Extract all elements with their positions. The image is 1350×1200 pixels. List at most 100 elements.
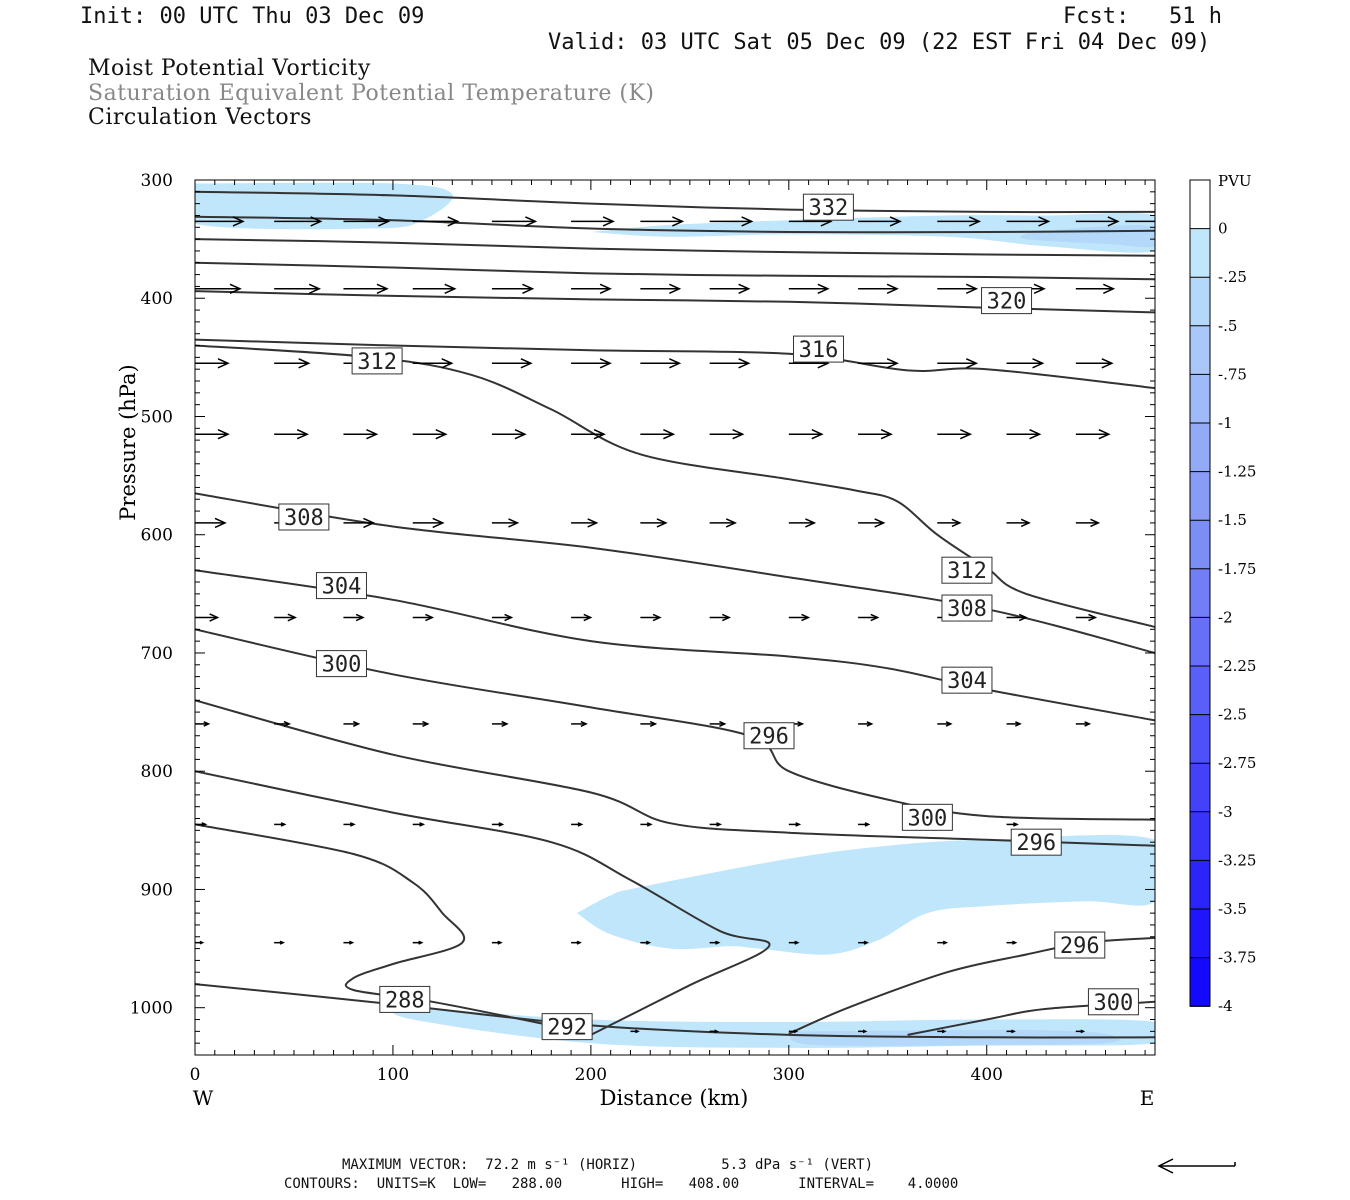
vector-arrowhead [863,940,869,945]
vector-arrowhead [441,358,454,369]
vector-arrowhead [738,358,751,369]
vector-arrowhead [951,518,962,528]
colorbar-segment [1190,957,1210,1007]
vector-arrowhead [525,216,538,227]
theta-es-contour-332 [195,190,1155,214]
contour-label-box [315,650,367,678]
vector-arrowhead [287,613,298,622]
vector-arrowhead [714,1029,719,1034]
vector-arrowhead [732,429,745,440]
vector-arrowhead [741,216,754,227]
contour-info: CONTOURS: UNITS=K LOW= 288.00 HIGH= 408.… [284,1176,959,1192]
vector-arrowhead [864,822,871,827]
vector-arrowhead [203,721,211,727]
y-tick-label: 900 [141,880,173,900]
vector-arrowhead [1011,1029,1016,1034]
title-moist-pv: Moist Potential Vorticity [88,56,371,81]
vector-arrowhead [870,613,880,622]
vector-arrowhead [378,216,391,227]
vector-arrowhead [355,613,365,622]
contour-label: 316 [799,338,839,363]
y-tick-label: 1000 [130,999,173,1019]
vector-arrowhead [209,613,220,622]
vector-arrowhead [280,822,287,827]
vector-arrowhead [663,429,676,440]
vector-arrowhead [889,216,902,227]
vector-arrowhead [599,283,612,294]
contour-label: 300 [322,653,362,678]
vector-arrowhead [419,822,426,827]
vector-arrowhead [656,518,668,528]
vector-arrowhead [1098,429,1111,440]
colorbar-level-label: -1.75 [1218,560,1256,578]
vector-arrowhead [587,518,599,528]
init-time: Init: 00 UTC Thu 03 Dec 09 [80,4,425,29]
vector-arrowhead [576,940,582,945]
vector-arrowhead [352,720,361,727]
vector-arrowhead [279,940,286,945]
vector-arrowhead [719,720,727,727]
contour-label-box [743,722,795,750]
contour-label: 308 [947,597,987,622]
vector-arrowhead [283,720,292,727]
colorbar-segment [1190,228,1210,278]
vector-arrowhead [1157,217,1167,226]
vector-arrowhead [199,940,205,945]
colorbar-segment [1190,374,1210,424]
colorbar-segment [1190,471,1210,521]
vector-arrowhead [1080,1029,1086,1034]
theta-es-contour-324 [195,238,1155,257]
colorbar-level-label: -2.5 [1218,706,1247,724]
colorbar-level-label: 0 [1218,220,1228,238]
vector-arrowhead [886,358,899,369]
vector-arrowhead [366,429,379,440]
vector-arrowhead [422,720,430,727]
vector-arrowhead [229,283,242,294]
vector-arrowhead [1012,940,1018,945]
vector-arrowhead [214,517,227,529]
x-tick-label: 300 [773,1065,805,1085]
contour-label-box [901,803,953,831]
y-tick-label: 600 [141,526,173,546]
vector-arrowhead [722,613,731,622]
y-tick-label: 500 [141,407,173,427]
contour-label: 308 [284,506,324,531]
vector-arrowhead [959,429,973,440]
forecast-hour: Fcst: 51 h [1063,4,1222,29]
contour-label-box [541,1013,593,1041]
vector-arrowhead [501,720,509,727]
contour-label: 304 [322,575,362,600]
contour-label-box [941,556,993,584]
vector-arrowhead [1032,358,1045,369]
vector-arrowhead [599,358,612,369]
contour-label: 300 [907,806,947,831]
y-axis-label: Pressure (hPa) [116,364,140,520]
vector-arrowhead [652,613,662,622]
colorbar-segment [1190,714,1210,764]
vector-arrowhead [1015,721,1022,727]
vector-arrowhead [874,518,886,528]
vector-arrowhead [504,613,514,622]
colorbar-level-label: -1.25 [1218,463,1256,481]
vector-arrowhead [715,940,721,945]
theta-es-contour-296 [195,699,1155,847]
vector-arrowhead [1020,518,1031,528]
x-tick-label: 200 [575,1065,607,1085]
vector-arrowhead [522,283,535,294]
theta-es-contour-328 [195,215,1155,234]
colorbar-level-label: -.25 [1218,268,1247,286]
x-tick-label: 400 [971,1065,1003,1085]
vector-arrowhead [363,517,376,529]
vector-arrowhead [444,283,457,294]
colorbar-level-label: -4 [1218,997,1233,1015]
vector-arrowhead [965,283,979,294]
contour-label-box [941,666,993,694]
vector-arrowhead [968,216,982,227]
contour-label: 320 [987,290,1027,315]
negative-pv-region [577,834,1155,955]
vector-arrowhead [435,429,448,440]
title-theta-es: Saturation Equivalent Potential Temperat… [88,81,655,106]
colorbar-level-label: -2 [1218,608,1233,626]
vector-arrowhead [797,721,805,727]
vector-arrowhead [1103,283,1116,294]
